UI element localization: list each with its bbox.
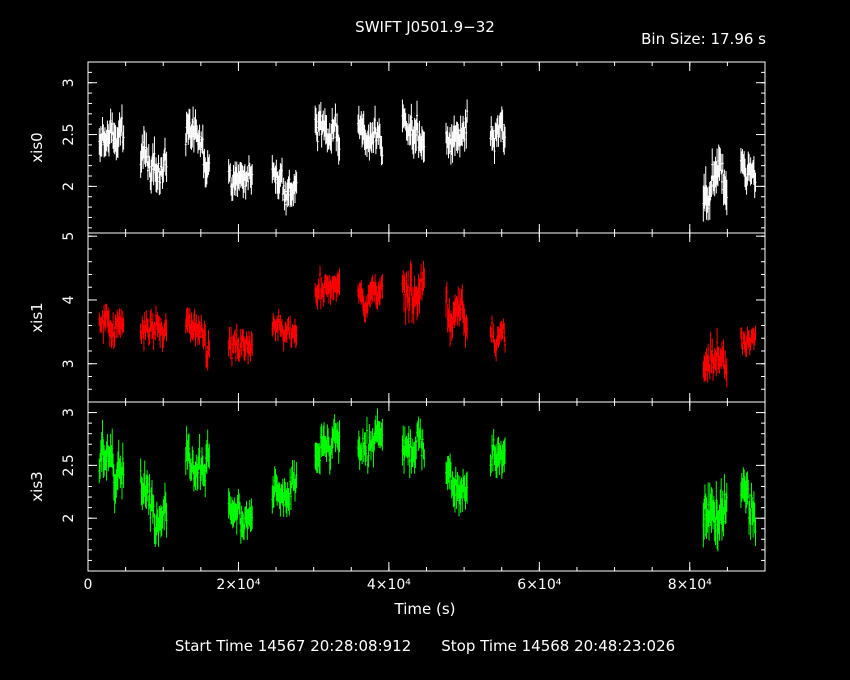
bin-size-label: Bin Size: 17.96 s [641,30,766,48]
panel-frame [87,61,766,234]
panel-xis1: 3 4 5 xis1 [28,232,766,403]
y-tick-label: 3 [61,359,77,368]
series-xis1 [98,260,757,388]
y-tick-label: 2 [61,182,77,191]
x-tick-label: 4×10⁴ [367,577,411,593]
x-axis-label: Time (s) [394,600,456,618]
series-xis3 [98,408,757,552]
time-range-footer: Start Time 14567 20:28:08:912 Stop Time 1… [0,637,850,655]
y-tick-label: 5 [61,232,77,241]
series-xis0 [98,99,757,222]
start-time: Start Time 14567 20:28:08:912 [174,637,412,655]
panel-xis0: 2 2.5 3 xis0 [28,61,766,234]
stop-time: Stop Time 14568 20:48:23:026 [441,637,676,655]
x-tick-label: 2×10⁴ [216,577,260,593]
x-tick-label: 8×10⁴ [668,577,712,593]
y-tick-label: 3 [61,78,77,87]
y-axis-label-xis3: xis3 [28,471,46,501]
y-axis-label-xis0: xis0 [28,132,46,162]
y-tick-label: 2 [61,514,77,523]
y-tick-label: 3 [61,408,77,417]
x-tick-label: 0 [84,577,93,593]
y-axis-label-xis1: xis1 [28,302,46,332]
panel-frame [87,401,766,572]
chart-title: SWIFT J0501.9−32 [355,18,495,36]
y-tick-label: 2.5 [61,454,77,476]
x-tick-label: 6×10⁴ [517,577,561,593]
y-tick-label: 4 [61,295,77,304]
y-tick-label: 2.5 [61,123,77,145]
panel-xis3: 2 2.5 3 xis3 [28,401,766,572]
